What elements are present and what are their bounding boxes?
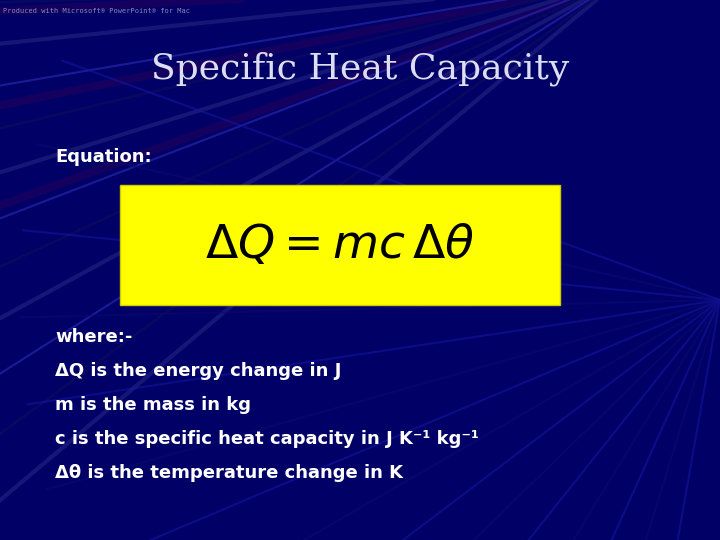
- Text: Produced with Microsoft® PowerPoint® for Mac: Produced with Microsoft® PowerPoint® for…: [3, 8, 190, 14]
- Bar: [120, 185, 560, 305]
- Text: c is the specific heat capacity in J K⁻¹ kg⁻¹: c is the specific heat capacity in J K⁻¹…: [55, 430, 479, 448]
- Text: Equation:: Equation:: [55, 148, 152, 166]
- Text: $\Delta Q = mc\, \Delta\theta$: $\Delta Q = mc\, \Delta\theta$: [205, 222, 474, 268]
- Text: where:-: where:-: [55, 328, 132, 346]
- Text: m is the mass in kg: m is the mass in kg: [55, 396, 251, 414]
- Text: Specific Heat Capacity: Specific Heat Capacity: [151, 52, 569, 86]
- Text: Δθ is the temperature change in K: Δθ is the temperature change in K: [55, 464, 403, 482]
- Text: ΔQ is the energy change in J: ΔQ is the energy change in J: [55, 362, 341, 380]
